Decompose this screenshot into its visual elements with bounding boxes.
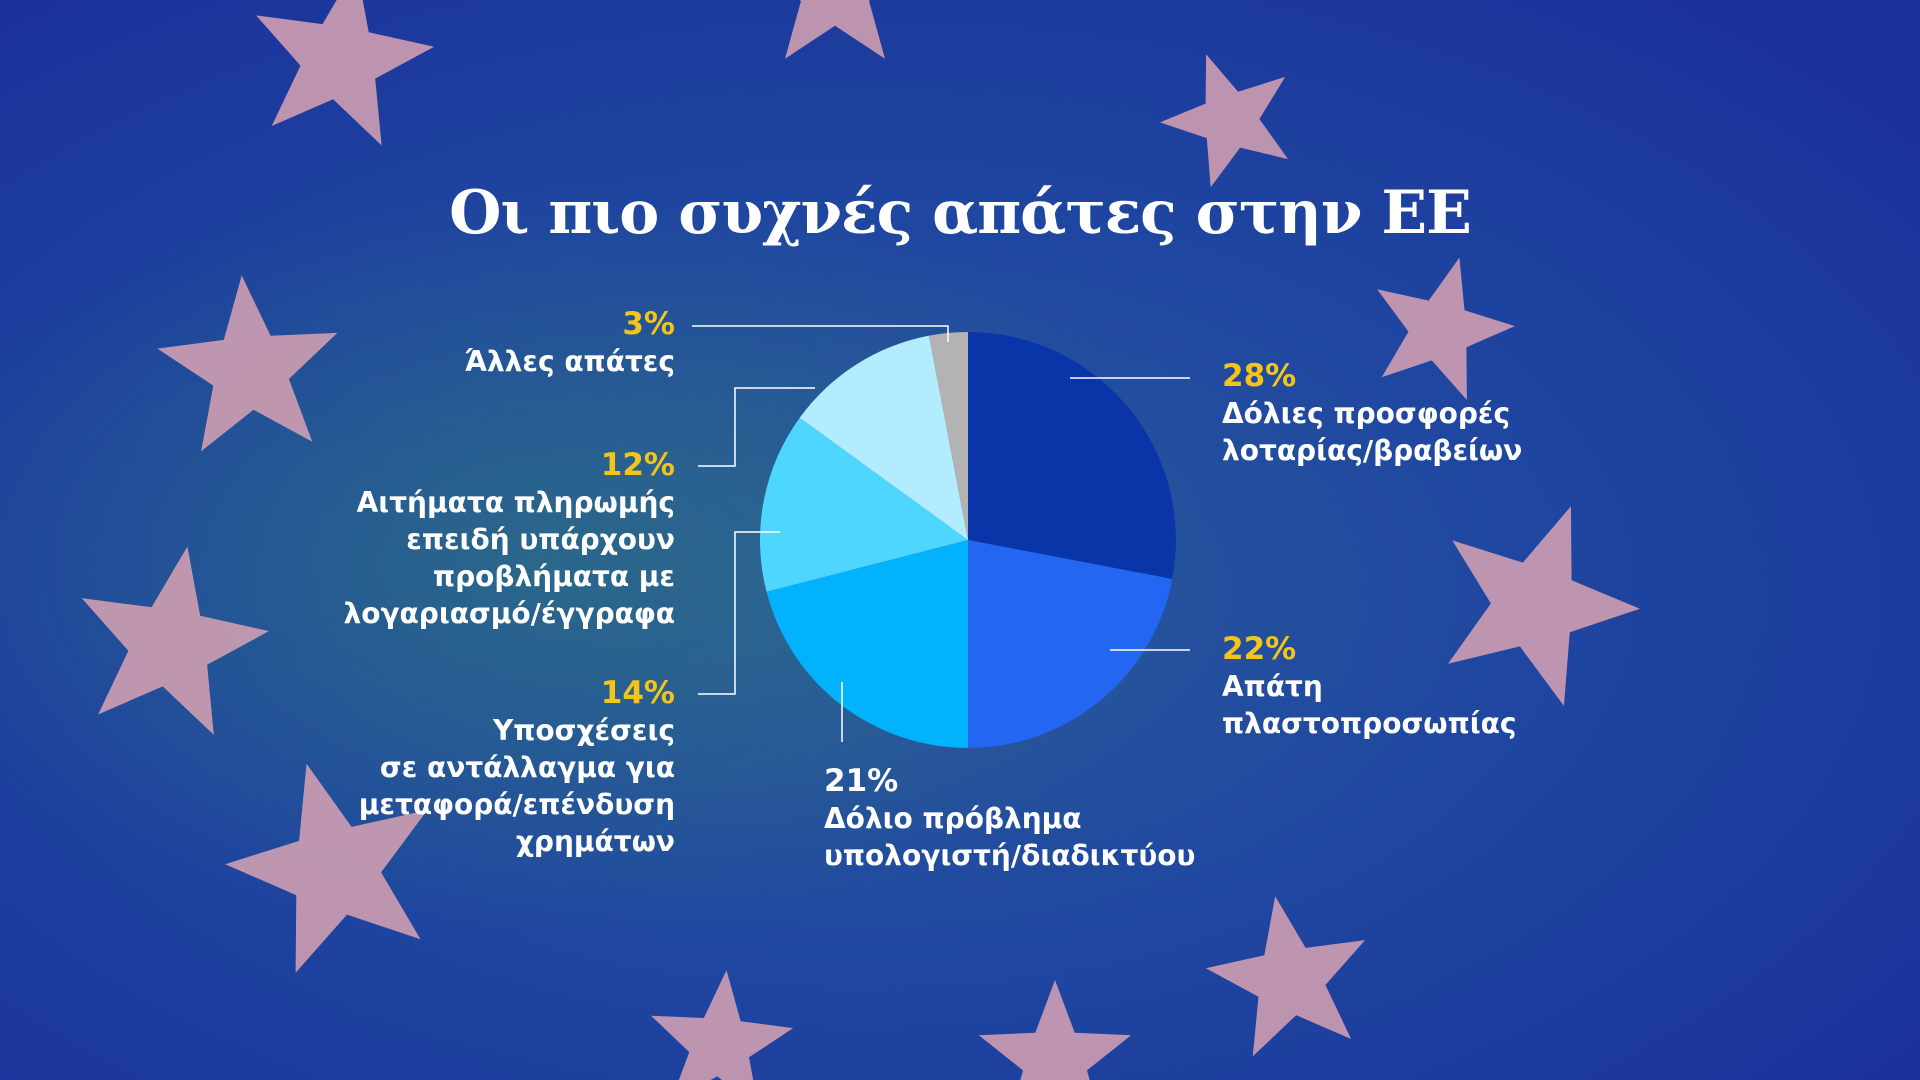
pie-slice-lottery [968,332,1177,579]
star-icon [1377,257,1515,400]
label-impersonation: 22% Απάτη πλαστοπροσωπίας [1222,630,1516,742]
label-lottery: 28% Δόλιες προσφορές λοταρίας/βραβείων [1222,357,1522,469]
label-investment-percent: 14% [600,675,675,711]
label-tech-percent: 21% [824,763,899,799]
label-other: 3% Άλλες απάτες [300,305,675,380]
star-icons [81,0,1640,1080]
star-icon [81,546,269,735]
pie-slice-impersonation [968,540,1173,748]
pie-slice-payment [799,335,968,540]
label-payment-percent: 12% [600,447,675,483]
leader-line-investment [698,531,780,695]
label-impersonation-percent: 22% [1222,631,1297,667]
leader-line-other [692,325,949,342]
label-tech-text: Δόλιο πρόβλημα υπολογιστή/διαδικτύου [824,802,1196,872]
label-other-text: Άλλες απάτες [464,345,675,378]
label-payment: 12% Αιτήματα πληρωμής επειδή υπάρχουν πρ… [300,446,675,632]
label-impersonation-text: Απάτη πλαστοπροσωπίας [1222,670,1517,740]
star-icon [157,275,338,452]
label-investment: 14% Υποσχέσεις σε αντάλλαγμα για μεταφορ… [300,674,675,860]
leader-line-payment [698,387,815,467]
label-lottery-percent: 28% [1222,358,1297,394]
pie-slice-investment [759,417,968,592]
pie-slice-tech [766,540,968,749]
chart-title: Οι πιο συχνές απάτες στην ΕΕ [449,178,1472,248]
star-icon [1160,54,1288,188]
label-payment-text: Αιτήματα πληρωμής επειδή υπάρχουν προβλή… [343,486,675,630]
star-icon [978,980,1132,1080]
star-icon [1205,896,1366,1057]
star-icon [1448,506,1640,706]
star-icon [225,763,428,973]
pie-slice-other [929,332,968,540]
label-investment-text: Υποσχέσεις σε αντάλλαγμα για μεταφορά/επ… [358,714,675,858]
label-tech: 21% Δόλιο πρόβλημα υπολογιστή/διαδικτύου [824,762,1195,874]
star-icon [785,0,885,59]
star-icon [256,0,435,146]
star-icon [651,970,794,1080]
label-lottery-text: Δόλιες προσφορές λοταρίας/βραβείων [1222,397,1523,467]
label-other-percent: 3% [622,306,675,342]
